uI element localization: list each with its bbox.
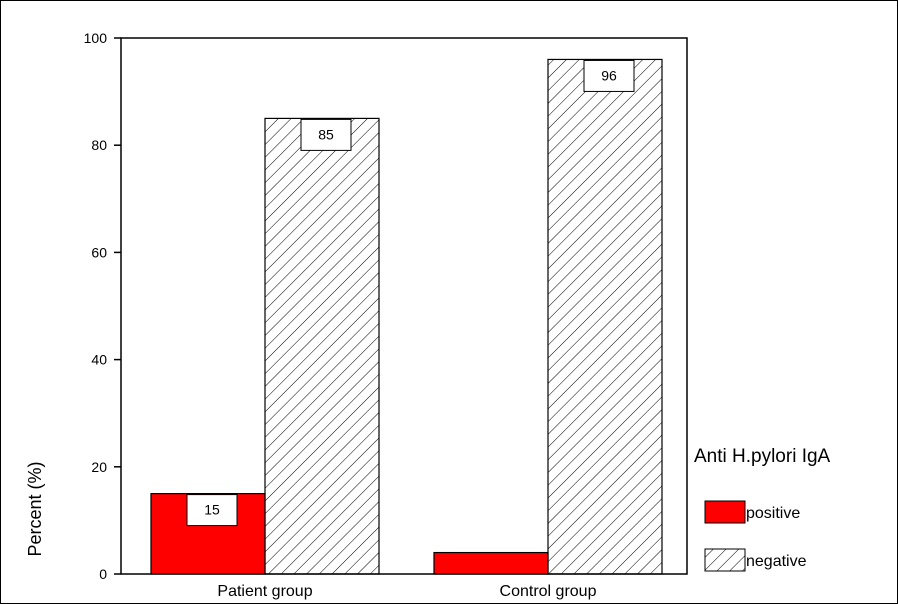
data-label-box	[583, 59, 635, 92]
data-label: 85	[318, 126, 334, 142]
data-label: 15	[204, 502, 220, 518]
legend-entry: negative	[746, 553, 807, 570]
y-tick-label: 100	[84, 30, 108, 46]
y-axis-label: Percent (%)	[25, 461, 45, 556]
data-label: 96	[601, 67, 617, 83]
bars	[150, 58, 663, 575]
legend-swatch-negative	[704, 548, 746, 572]
x-tick-label: Control group	[500, 583, 597, 600]
y-tick-label: 80	[91, 137, 107, 153]
data-labels: 15 85 96	[186, 59, 635, 527]
data-label-box	[300, 118, 352, 151]
bar-negative	[547, 58, 663, 575]
x-axis: Patient group Control group	[217, 583, 596, 600]
y-tick-label: 20	[91, 459, 107, 475]
legend: Anti H.pylori IgA positive negative	[694, 446, 831, 572]
bar-negative	[264, 117, 380, 575]
legend-entry: positive	[746, 505, 800, 522]
x-tick-label: Patient group	[217, 583, 312, 600]
data-label-box	[186, 494, 238, 527]
y-tick-label: 40	[91, 352, 107, 368]
y-tick-label: 60	[91, 244, 107, 260]
y-tick-label: 0	[99, 566, 107, 582]
bar-positive	[433, 551, 549, 575]
y-axis: 0 20 40 60 80 100	[84, 30, 121, 582]
legend-swatch-positive	[704, 500, 746, 524]
legend-title: Anti H.pylori IgA	[694, 446, 831, 467]
plot-area	[120, 37, 688, 575]
